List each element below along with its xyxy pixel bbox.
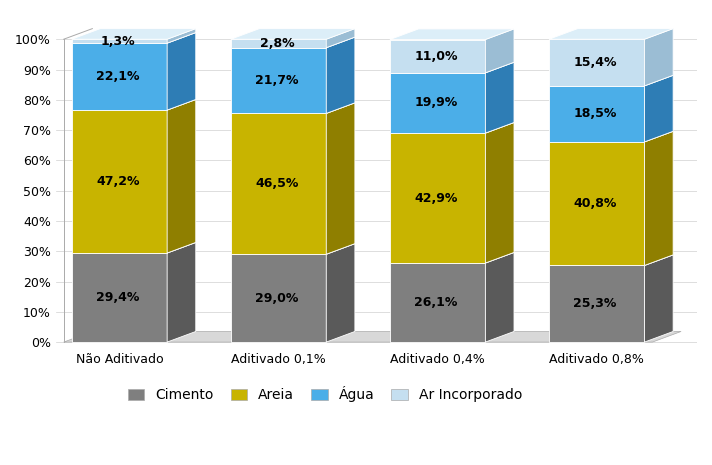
Polygon shape — [231, 103, 355, 113]
Polygon shape — [72, 33, 196, 43]
Polygon shape — [549, 29, 673, 39]
Bar — [390, 263, 486, 342]
Text: 29,0%: 29,0% — [255, 292, 298, 305]
Bar — [231, 39, 326, 48]
Text: 1,3%: 1,3% — [100, 35, 135, 48]
Bar — [549, 39, 644, 86]
Text: 47,2%: 47,2% — [96, 175, 140, 188]
Text: 40,8%: 40,8% — [573, 197, 617, 210]
Polygon shape — [326, 37, 355, 113]
Text: 2,8%: 2,8% — [260, 37, 294, 50]
Polygon shape — [167, 100, 196, 253]
Polygon shape — [167, 242, 196, 342]
Bar — [390, 133, 486, 263]
Polygon shape — [326, 244, 355, 342]
Text: 18,5%: 18,5% — [573, 107, 617, 120]
Bar — [549, 266, 644, 342]
Bar — [231, 48, 326, 113]
Text: 15,4%: 15,4% — [573, 56, 617, 69]
Polygon shape — [72, 100, 196, 110]
Bar — [390, 73, 486, 133]
Bar — [549, 142, 644, 266]
Legend: Cimento, Areia, Água, Ar Incorporado: Cimento, Areia, Água, Ar Incorporado — [122, 381, 528, 408]
Polygon shape — [326, 103, 355, 254]
Polygon shape — [231, 37, 355, 48]
Polygon shape — [390, 122, 514, 133]
Text: 19,9%: 19,9% — [414, 96, 458, 109]
Polygon shape — [644, 75, 673, 142]
Polygon shape — [326, 29, 355, 48]
Polygon shape — [549, 255, 673, 266]
Bar — [549, 86, 644, 142]
Polygon shape — [231, 29, 355, 39]
Polygon shape — [486, 62, 514, 133]
Polygon shape — [167, 33, 196, 110]
Text: 46,5%: 46,5% — [255, 177, 298, 190]
Polygon shape — [72, 242, 196, 253]
Polygon shape — [549, 131, 673, 142]
Text: 22,1%: 22,1% — [96, 70, 140, 83]
Polygon shape — [72, 29, 196, 39]
Bar — [72, 110, 167, 253]
Text: 11,0%: 11,0% — [414, 50, 458, 63]
Polygon shape — [644, 29, 673, 86]
Bar — [231, 254, 326, 342]
Polygon shape — [167, 29, 196, 43]
Bar — [390, 40, 486, 73]
Bar — [72, 39, 167, 43]
Bar — [231, 113, 326, 254]
Text: 29,4%: 29,4% — [96, 291, 140, 304]
Bar — [72, 253, 167, 342]
Text: 42,9%: 42,9% — [414, 192, 458, 205]
Text: 25,3%: 25,3% — [573, 297, 617, 310]
Polygon shape — [390, 29, 514, 40]
Text: 21,7%: 21,7% — [255, 74, 298, 87]
Polygon shape — [644, 131, 673, 266]
Polygon shape — [549, 75, 673, 86]
Polygon shape — [644, 255, 673, 342]
Text: 26,1%: 26,1% — [414, 296, 458, 309]
Polygon shape — [231, 244, 355, 254]
Polygon shape — [390, 62, 514, 73]
Bar — [72, 43, 167, 110]
Polygon shape — [486, 252, 514, 342]
Polygon shape — [486, 122, 514, 263]
Polygon shape — [486, 29, 514, 73]
Polygon shape — [63, 332, 681, 342]
Polygon shape — [390, 252, 514, 263]
